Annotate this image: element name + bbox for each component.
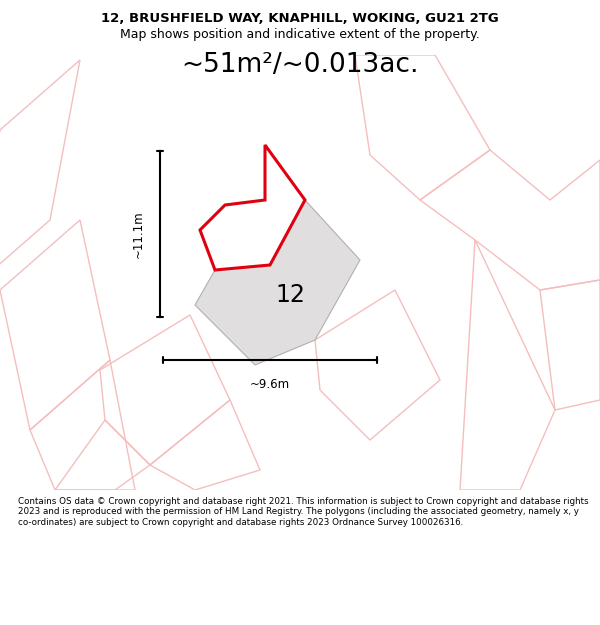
Polygon shape bbox=[200, 145, 305, 270]
Text: ~9.6m: ~9.6m bbox=[250, 379, 290, 391]
Text: ~51m²/~0.013ac.: ~51m²/~0.013ac. bbox=[181, 52, 419, 78]
Text: 12: 12 bbox=[275, 283, 305, 307]
Text: ~11.1m: ~11.1m bbox=[131, 210, 145, 258]
Polygon shape bbox=[195, 200, 360, 365]
Text: Contains OS data © Crown copyright and database right 2021. This information is : Contains OS data © Crown copyright and d… bbox=[18, 497, 589, 527]
Text: Map shows position and indicative extent of the property.: Map shows position and indicative extent… bbox=[120, 28, 480, 41]
Text: 12, BRUSHFIELD WAY, KNAPHILL, WOKING, GU21 2TG: 12, BRUSHFIELD WAY, KNAPHILL, WOKING, GU… bbox=[101, 12, 499, 25]
